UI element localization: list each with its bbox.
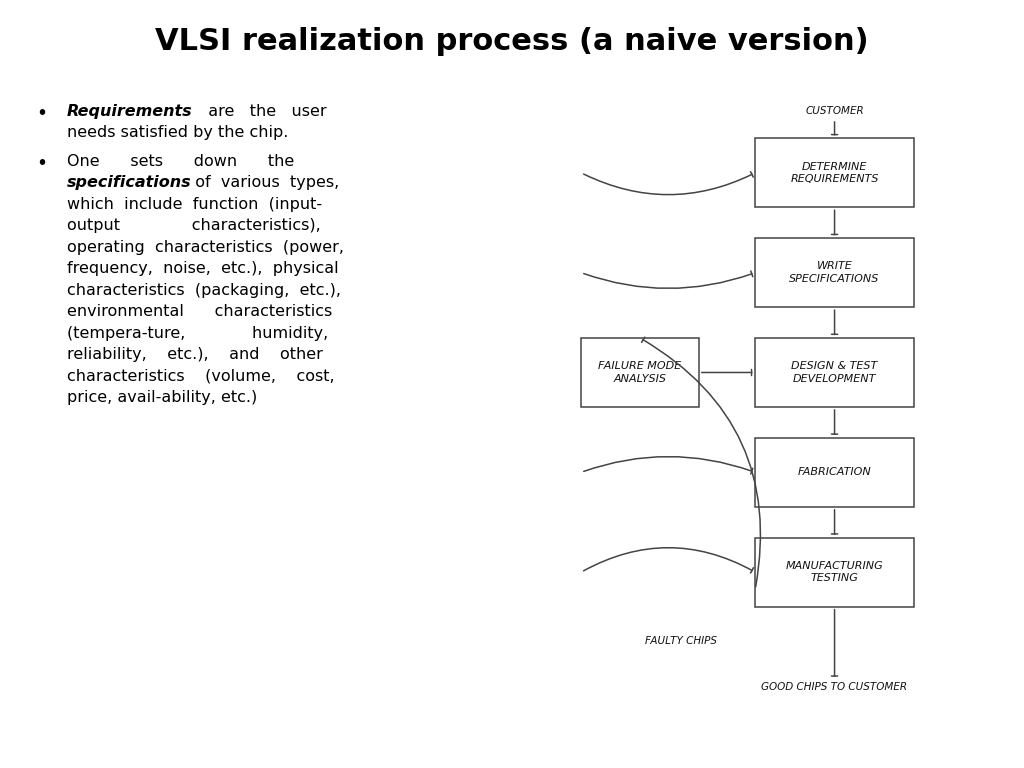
Text: DESIGN & TEST
DEVELOPMENT: DESIGN & TEST DEVELOPMENT [792, 361, 878, 384]
FancyBboxPatch shape [755, 438, 913, 507]
Text: FAILURE MODE
ANALYSIS: FAILURE MODE ANALYSIS [598, 361, 682, 384]
Text: characteristics  (packaging,  etc.),: characteristics (packaging, etc.), [67, 283, 341, 298]
Text: CUSTOMER: CUSTOMER [805, 106, 864, 117]
Text: operating  characteristics  (power,: operating characteristics (power, [67, 240, 344, 255]
Text: MANUFACTURING
TESTING: MANUFACTURING TESTING [785, 561, 884, 584]
Text: (tempera-ture,             humidity,: (tempera-ture, humidity, [67, 326, 328, 341]
Text: frequency,  noise,  etc.),  physical: frequency, noise, etc.), physical [67, 261, 338, 276]
Text: characteristics    (volume,    cost,: characteristics (volume, cost, [67, 369, 334, 384]
FancyBboxPatch shape [582, 338, 698, 407]
FancyBboxPatch shape [755, 338, 913, 407]
Text: WRITE
SPECIFICATIONS: WRITE SPECIFICATIONS [790, 261, 880, 284]
Text: FABRICATION: FABRICATION [798, 467, 871, 478]
Text: of  various  types,: of various types, [185, 175, 340, 190]
Text: •: • [36, 104, 47, 123]
FancyBboxPatch shape [755, 538, 913, 607]
Text: VLSI realization process (a naive version): VLSI realization process (a naive versio… [156, 27, 868, 56]
FancyBboxPatch shape [755, 238, 913, 307]
Text: price, avail-ability, etc.): price, avail-ability, etc.) [67, 390, 257, 406]
Text: output              characteristics),: output characteristics), [67, 218, 321, 233]
FancyBboxPatch shape [755, 138, 913, 207]
Text: One      sets      down      the: One sets down the [67, 154, 294, 169]
Text: DETERMINE
REQUIREMENTS: DETERMINE REQUIREMENTS [791, 161, 879, 184]
Text: reliability,    etc.),    and    other: reliability, etc.), and other [67, 347, 323, 362]
Text: environmental      characteristics: environmental characteristics [67, 304, 332, 319]
Text: GOOD CHIPS TO CUSTOMER: GOOD CHIPS TO CUSTOMER [762, 682, 907, 693]
Text: •: • [36, 154, 47, 173]
Text: needs satisfied by the chip.: needs satisfied by the chip. [67, 125, 288, 141]
Text: which  include  function  (input-: which include function (input- [67, 197, 322, 212]
Text: specifications: specifications [67, 175, 191, 190]
Text: Requirements: Requirements [67, 104, 193, 119]
Text: are   the   user: are the user [198, 104, 327, 119]
Text: FAULTY CHIPS: FAULTY CHIPS [645, 636, 717, 647]
